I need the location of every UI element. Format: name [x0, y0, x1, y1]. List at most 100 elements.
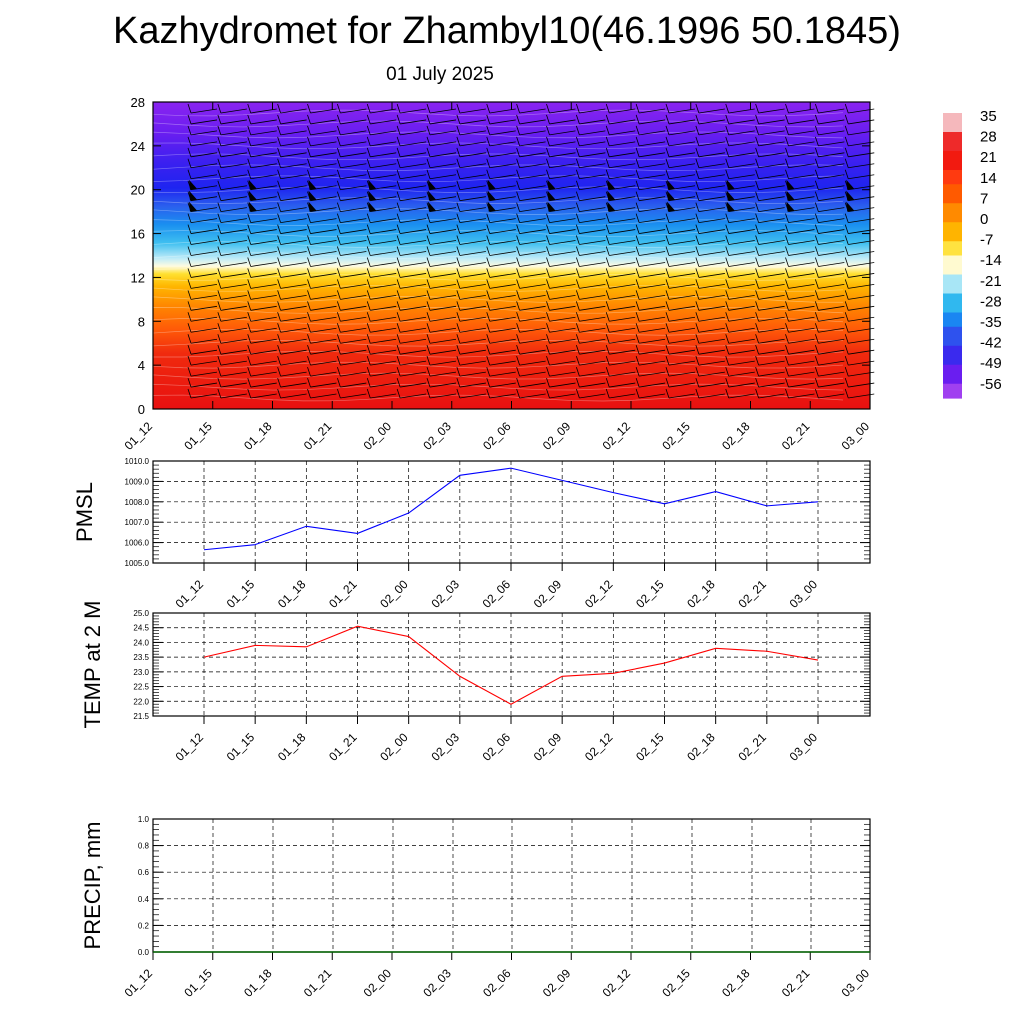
- wind-barb: [459, 283, 486, 289]
- wind-barb: [489, 218, 516, 224]
- wind-barb: [788, 338, 815, 344]
- wind-barb-feather: [516, 202, 521, 212]
- wind-barb-feather: [516, 213, 521, 223]
- colorbar-segment: [943, 208, 962, 214]
- wind-barb-feather: [277, 257, 282, 267]
- wind-barb-feather: [844, 279, 849, 289]
- wind-barb: [250, 185, 277, 191]
- wind-barb-feather: [785, 224, 789, 234]
- wind-barb-feather: [396, 125, 401, 136]
- wind-barb: [340, 174, 367, 180]
- wind-barb-feather: [456, 268, 461, 278]
- wind-barb: [698, 174, 725, 180]
- wind-barb: [549, 130, 576, 136]
- wind-barb-feather: [605, 301, 610, 311]
- wind-barb: [758, 163, 785, 169]
- wind-barb: [788, 163, 815, 169]
- wind-barb-feather: [456, 202, 461, 212]
- wind-barb-feather: [217, 257, 222, 267]
- wind-barb: [370, 294, 397, 300]
- wind-barb-pennant: [667, 179, 675, 190]
- colorbar-segment: [943, 222, 962, 228]
- wind-barb: [639, 108, 666, 114]
- wind-barb-feather: [695, 312, 700, 322]
- y-tick-label: 0.4: [138, 895, 150, 904]
- wind-barb-feather: [546, 279, 550, 289]
- wind-barb: [489, 152, 516, 158]
- wind-barb-pennant: [667, 201, 675, 212]
- wind-barb-feather: [785, 158, 789, 168]
- wind-barb: [280, 262, 307, 267]
- wind-barb-feather: [456, 356, 461, 366]
- wind-barb: [220, 218, 247, 224]
- wind-barb: [400, 174, 427, 180]
- wind-barb-feather: [665, 114, 670, 125]
- wind-barb-feather: [247, 279, 252, 289]
- wind-barb: [190, 338, 218, 344]
- wind-barb: [280, 185, 307, 191]
- wind-barb-feather: [755, 202, 760, 212]
- wind-barb-feather: [426, 224, 431, 234]
- wind-barb: [728, 283, 755, 289]
- wind-barb-feather: [575, 213, 580, 223]
- wind-barb-pennant: [547, 190, 556, 201]
- wind-barb: [489, 196, 516, 202]
- wind-barb: [728, 305, 755, 311]
- wind-barb-feather: [605, 169, 610, 179]
- wind-barb-feather: [277, 290, 282, 300]
- wind-barb: [489, 262, 516, 267]
- wind-barb-pennant: [248, 201, 257, 212]
- wind-barb: [728, 240, 755, 245]
- wind-barb: [190, 229, 218, 234]
- wind-barb: [220, 371, 247, 377]
- wind-barb: [788, 196, 815, 202]
- wind-barb: [280, 130, 307, 136]
- wind-barb: [220, 360, 247, 366]
- wind-barb: [668, 294, 696, 300]
- x-tick-label: 02_09: [540, 419, 574, 453]
- wind-barb-feather: [336, 213, 341, 223]
- wind-barb-feather: [217, 290, 222, 300]
- wind-barb: [340, 218, 367, 224]
- wind-barb-feather: [277, 202, 282, 212]
- wind-barb: [310, 196, 337, 202]
- wind-barb-feather: [635, 235, 640, 245]
- wind-barb: [519, 185, 546, 191]
- wind-barb: [698, 152, 725, 158]
- wind-barb-feather: [336, 268, 341, 278]
- wind-barb-feather: [575, 257, 580, 267]
- wind-barb: [220, 316, 247, 322]
- wind-barb: [220, 196, 247, 202]
- wind-barb-pennant: [786, 179, 795, 190]
- wind-barb: [280, 141, 307, 147]
- wind-barb: [340, 251, 367, 256]
- wind-barb: [400, 229, 427, 234]
- wind-barb: [788, 382, 815, 388]
- x-tick-label: 01_18: [241, 419, 275, 453]
- wind-barb-feather: [695, 180, 700, 190]
- wind-barb-feather: [814, 334, 819, 344]
- wind-barb: [668, 196, 696, 202]
- wind-barb-feather: [187, 136, 192, 146]
- wind-barb-feather: [366, 388, 371, 399]
- wind-barb-feather: [755, 224, 760, 234]
- wind-barb-feather: [456, 103, 461, 114]
- wind-barb-feather: [336, 312, 341, 322]
- wind-barb-feather: [217, 279, 222, 289]
- wind-barb: [728, 218, 755, 224]
- wind-barb: [220, 349, 247, 355]
- wind-barb-feather: [635, 356, 640, 366]
- wind-barb: [579, 130, 606, 136]
- wind-barb: [280, 349, 307, 355]
- wind-barb-pennant: [547, 201, 556, 212]
- x-tick-label: 01_12: [173, 577, 207, 611]
- wind-barb-feather: [217, 356, 222, 366]
- wind-barb-feather: [516, 268, 521, 278]
- colorbar-segment: [943, 203, 962, 209]
- wind-barb: [549, 327, 576, 333]
- wind-barb: [489, 130, 516, 136]
- wind-barb: [728, 207, 755, 213]
- wind-barb-feather: [396, 103, 401, 114]
- y-tick-label: 0.2: [138, 921, 150, 930]
- colorbar-segment: [943, 317, 962, 323]
